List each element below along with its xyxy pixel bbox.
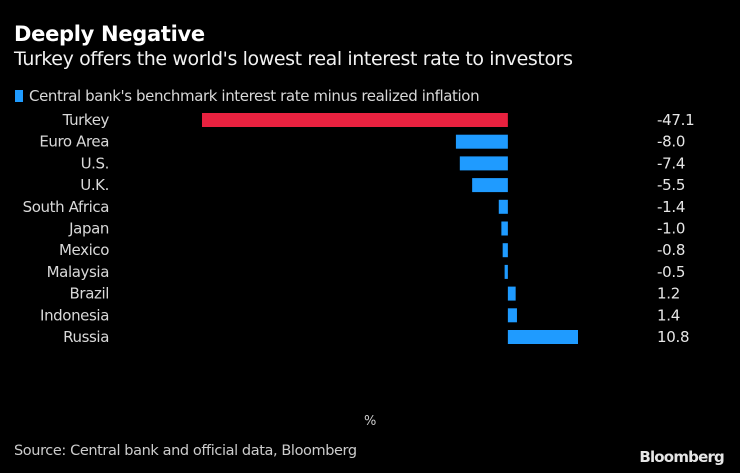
category-label: South Africa <box>23 198 109 216</box>
value-label: -47.1 <box>657 111 694 129</box>
bar <box>459 156 508 171</box>
category-label: Turkey <box>62 111 110 129</box>
legend-label: Central bank's benchmark interest rate m… <box>29 87 480 105</box>
value-label: -5.5 <box>657 176 685 194</box>
value-label: 1.4 <box>657 306 680 324</box>
category-label: Euro Area <box>39 133 109 151</box>
value-label: -8.0 <box>657 133 685 151</box>
value-label: 10.8 <box>657 328 689 346</box>
unit-label: % <box>364 414 377 429</box>
value-label: -1.4 <box>657 198 685 216</box>
category-label: Russia <box>63 328 109 346</box>
category-label: Brazil <box>70 285 109 303</box>
chart-subtitle: Turkey offers the world's lowest real in… <box>14 48 573 70</box>
bar <box>507 308 517 323</box>
value-label: -1.0 <box>657 220 685 238</box>
category-label: Indonesia <box>40 306 109 324</box>
value-label: 1.2 <box>657 285 680 303</box>
bar <box>455 134 508 149</box>
legend: Central bank's benchmark interest rate m… <box>15 87 480 105</box>
brand-logo: Bloomberg <box>639 448 724 466</box>
bar <box>502 243 508 258</box>
value-label: -7.4 <box>657 154 685 172</box>
bar <box>498 199 508 214</box>
category-label: U.K. <box>80 176 109 194</box>
value-label: -0.5 <box>657 263 685 281</box>
bar <box>202 113 508 127</box>
bar <box>472 178 508 193</box>
value-label: -0.8 <box>657 241 685 259</box>
bar <box>507 286 516 301</box>
source-note: Source: Central bank and official data, … <box>14 443 357 459</box>
category-label: Malaysia <box>47 263 109 281</box>
chart-title: Deeply Negative <box>14 22 205 46</box>
legend-swatch <box>15 90 23 102</box>
bar <box>504 264 508 279</box>
category-label: Japan <box>68 220 109 238</box>
category-label: U.S. <box>81 154 109 172</box>
bar <box>507 330 578 344</box>
category-label: Mexico <box>59 241 109 259</box>
bar <box>501 221 508 236</box>
